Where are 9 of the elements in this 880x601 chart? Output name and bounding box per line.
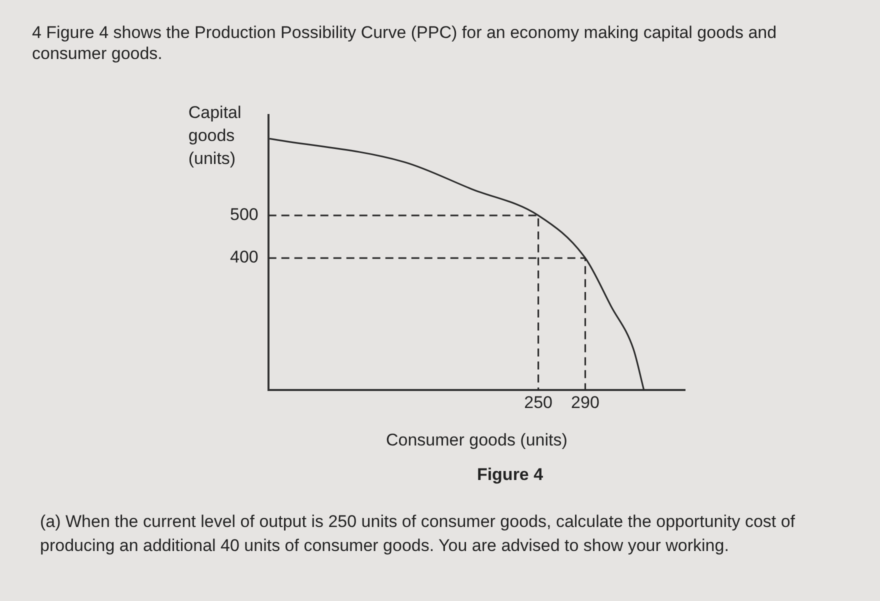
x-tick-label: 250 <box>524 393 552 412</box>
chart-title: 4 Figure 4 shows the Production Possibility Curve (PPC) for an economy making capital goods and consumer goods. <box>32 22 778 64</box>
caption: Figure 4 <box>476 465 544 485</box>
y-tick-label: 400 <box>230 248 258 267</box>
y-axis-title: Capital goods (units) <box>188 103 242 168</box>
text: (a) When the current level of output is 250 units of consumer goods, calculate the opportunity cost of producing an additional 40 units of consumer goods. You are advised to show your working. <box>40 511 796 557</box>
x-axis-title: Consumer goods (units) <box>386 430 568 450</box>
y-tick-label: 500 <box>230 205 258 224</box>
x-tick-label: 290 <box>571 393 600 412</box>
